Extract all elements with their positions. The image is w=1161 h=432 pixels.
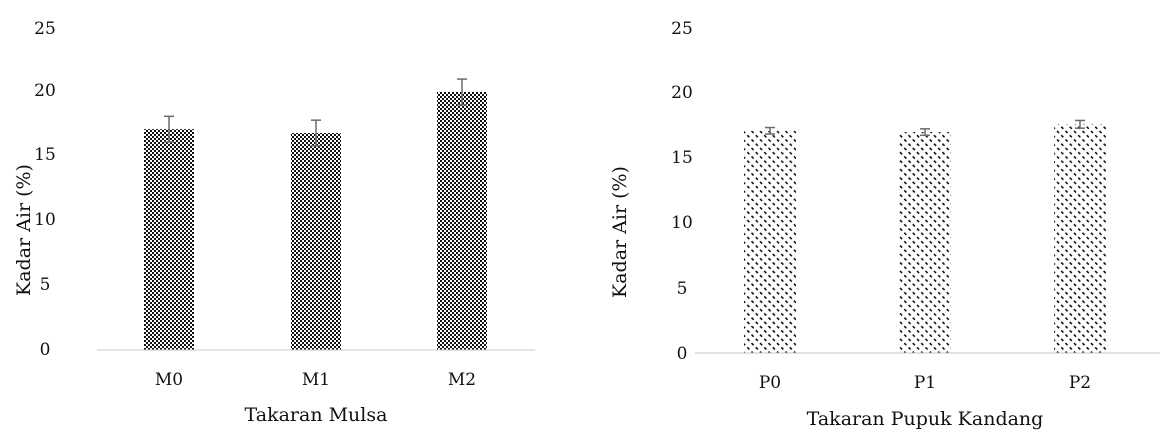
- x-axis-title-right: Takaran Pupuk Kandang: [807, 408, 1044, 430]
- bar-p1: [899, 132, 951, 353]
- bar-p2: [1054, 124, 1106, 353]
- y-tick-label: 5: [40, 275, 51, 295]
- error-bar-p2: [1075, 119, 1085, 129]
- y-tick-labels-left: 0 5 10 15 20 25: [34, 19, 56, 360]
- x-tick-label: P2: [1069, 373, 1091, 393]
- y-tick-label: 15: [34, 145, 56, 165]
- bar-m0: [144, 129, 194, 350]
- bar-m2: [437, 91, 487, 350]
- x-tick-label: P0: [759, 373, 781, 393]
- bar-p0: [744, 130, 796, 353]
- bar-m1: [291, 133, 341, 350]
- y-tick-label: 10: [34, 210, 56, 230]
- y-tick-labels-right: 0 5 10 15 20 25: [671, 19, 693, 364]
- x-tick-label: M2: [448, 370, 476, 390]
- error-bar-p1: [920, 128, 930, 137]
- y-tick-label: 20: [671, 83, 693, 103]
- bars-right: [744, 119, 1106, 353]
- x-axis-title-left: Takaran Mulsa: [245, 404, 388, 426]
- bars-left: [144, 78, 487, 350]
- y-tick-label: 5: [677, 279, 688, 299]
- error-bar-p0: [765, 126, 775, 135]
- y-tick-label: 25: [34, 19, 56, 39]
- y-tick-label: 25: [671, 19, 693, 39]
- y-tick-label: 0: [677, 344, 688, 364]
- x-tick-label: M0: [155, 370, 183, 390]
- error-bar-m1: [311, 119, 321, 147]
- error-bar-m2: [457, 78, 467, 106]
- y-tick-label: 10: [671, 213, 693, 233]
- chart-right: 0 5 10 15 20 25 Kadar Air (%) P0 P1 P2 T…: [609, 19, 1160, 430]
- error-bar-m0: [164, 115, 174, 143]
- y-tick-label: 20: [34, 81, 56, 101]
- y-axis-title-right: Kadar Air (%): [609, 166, 631, 298]
- chart-left: 0 5 10 15 20 25 Kadar Air (%) M0 M1 M2 T…: [13, 19, 535, 426]
- y-axis-title-left: Kadar Air (%): [13, 164, 35, 296]
- y-tick-label: 15: [671, 148, 693, 168]
- x-tick-label: M1: [302, 370, 330, 390]
- x-tick-label: P1: [914, 373, 936, 393]
- y-tick-label: 0: [40, 340, 51, 360]
